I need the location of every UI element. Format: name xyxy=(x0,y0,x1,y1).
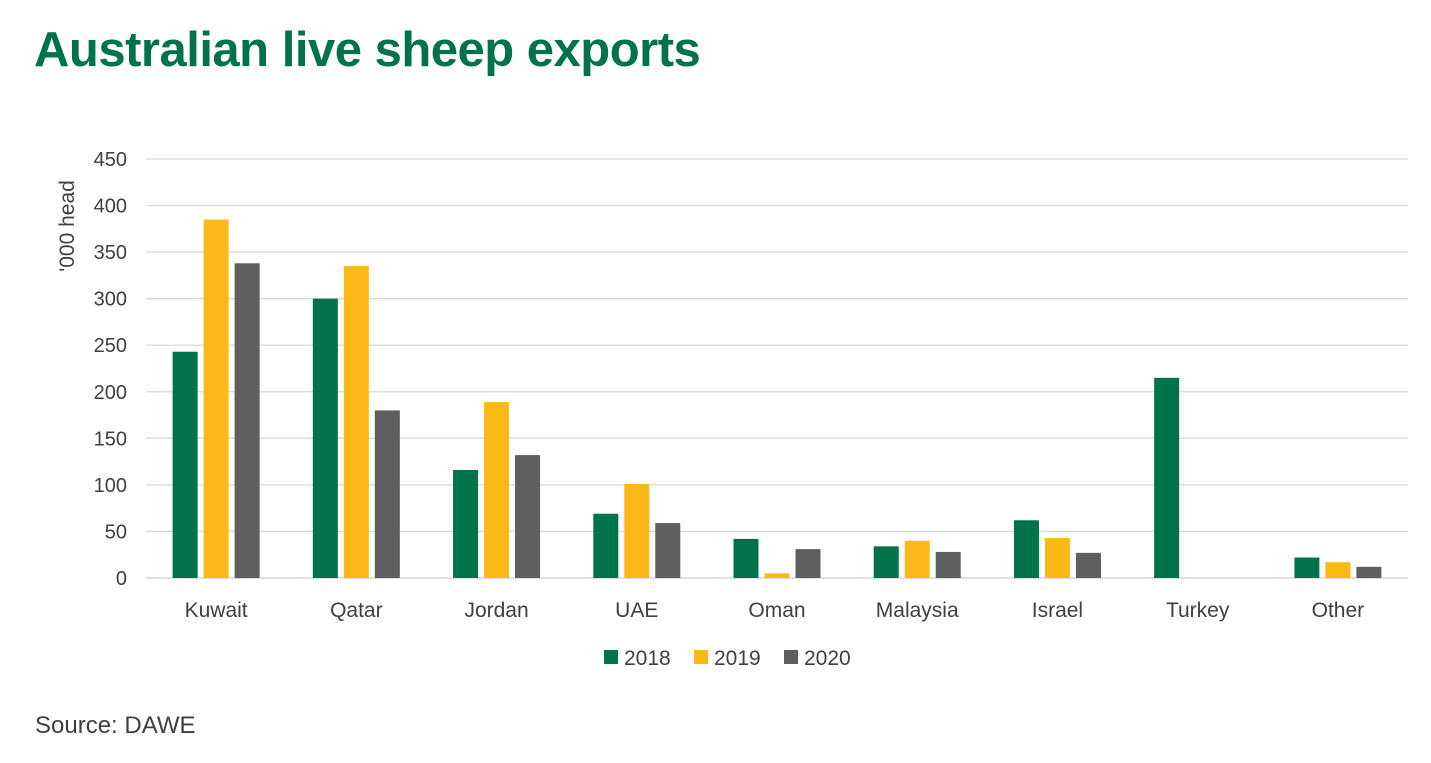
bar-uae-2019 xyxy=(624,483,650,578)
bar-jordan-2019 xyxy=(484,402,510,578)
x-category-label-kuwait: Kuwait xyxy=(185,599,248,622)
bar-malaysia-2020 xyxy=(935,551,961,578)
y-tick-label-400: 400 xyxy=(94,196,127,218)
bar-kuwait-2019 xyxy=(203,219,229,578)
legend-label-2018: 2018 xyxy=(624,647,671,670)
y-axis-label: '000 head xyxy=(56,180,79,272)
bar-malaysia-2019 xyxy=(904,540,930,578)
legend-swatch-2019 xyxy=(694,650,708,664)
y-tick-label-450: 450 xyxy=(94,149,127,171)
bar-israel-2019 xyxy=(1044,537,1070,578)
x-category-label-israel: Israel xyxy=(1032,599,1083,622)
bar-qatar-2020 xyxy=(374,410,400,578)
y-tick-label-300: 300 xyxy=(94,289,127,311)
y-axis-ticks: 0 50 100 150 200 250 300 350 400 450 xyxy=(94,149,127,590)
y-tick-label-100: 100 xyxy=(94,475,127,497)
chart-title: Australian live sheep exports xyxy=(34,23,701,77)
legend-label-2019: 2019 xyxy=(714,647,761,670)
legend: 2018 2019 2020 xyxy=(604,647,851,670)
bar-israel-2020 xyxy=(1075,552,1101,578)
bar-jordan-2020 xyxy=(515,455,541,578)
y-tick-label-50: 50 xyxy=(105,521,127,543)
y-tick-label-150: 150 xyxy=(94,428,127,450)
bar-uae-2018 xyxy=(593,513,619,578)
bar-israel-2018 xyxy=(1013,520,1039,578)
bar-jordan-2018 xyxy=(453,469,479,578)
legend-label-2020: 2020 xyxy=(804,647,851,670)
x-category-label-other: Other xyxy=(1312,599,1365,622)
x-category-label-malaysia: Malaysia xyxy=(876,599,959,622)
x-axis-categories: Kuwait Qatar Jordan UAE Oman Malaysia Israel Tu… xyxy=(185,599,1365,622)
bar-other-2020 xyxy=(1356,566,1382,578)
y-tick-label-0: 0 xyxy=(116,568,127,590)
y-tick-label-200: 200 xyxy=(94,382,127,404)
y-tick-label-350: 350 xyxy=(94,242,127,264)
bar-qatar-2019 xyxy=(343,266,369,578)
legend-swatch-2020 xyxy=(784,650,798,664)
legend-swatch-2018 xyxy=(604,650,618,664)
bar-other-2019 xyxy=(1325,562,1351,578)
bar-oman-2019 xyxy=(764,573,790,578)
source-note: Source: DAWE xyxy=(35,712,196,739)
bar-oman-2018 xyxy=(733,538,759,578)
bar-qatar-2018 xyxy=(312,298,338,578)
bar-oman-2020 xyxy=(795,549,821,578)
bar-kuwait-2020 xyxy=(234,263,260,578)
x-category-label-uae: UAE xyxy=(615,599,658,622)
x-category-label-turkey: Turkey xyxy=(1166,599,1230,622)
bar-other-2018 xyxy=(1294,557,1320,578)
bar-malaysia-2018 xyxy=(873,546,899,578)
bar-turkey-2018 xyxy=(1154,377,1180,578)
x-category-label-jordan: Jordan xyxy=(464,599,528,622)
bar-uae-2020 xyxy=(655,523,681,578)
y-tick-label-250: 250 xyxy=(94,335,127,357)
x-category-label-oman: Oman xyxy=(748,599,805,622)
bar-kuwait-2018 xyxy=(172,351,198,578)
x-category-label-qatar: Qatar xyxy=(330,599,383,622)
bars xyxy=(172,219,1382,578)
